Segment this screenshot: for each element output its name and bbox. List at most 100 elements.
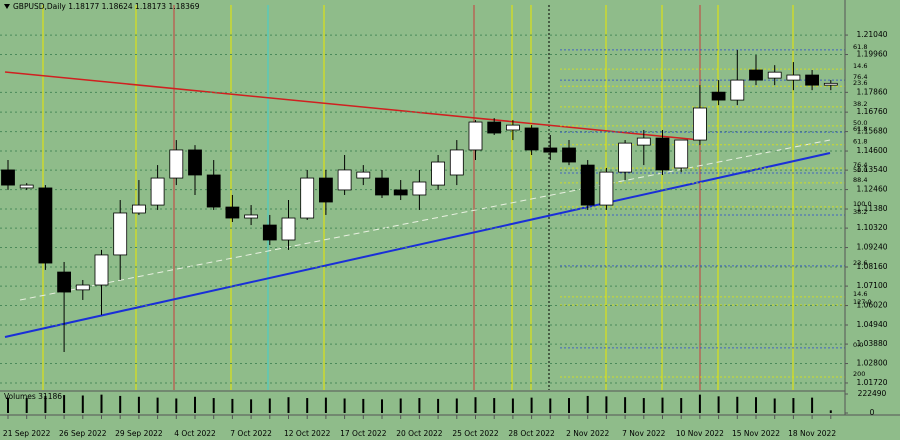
x-tick-label: 4 Oct 2022 (174, 429, 216, 438)
x-tick-label: 17 Oct 2022 (340, 429, 387, 438)
candle-body (244, 214, 259, 219)
candle-body (562, 147, 576, 163)
candle-body (693, 107, 707, 141)
candle-body (225, 206, 240, 219)
candle-body (1, 169, 15, 186)
candle-body (468, 121, 483, 151)
candle-body (113, 212, 128, 256)
x-tick-label: 7 Nov 2022 (622, 429, 665, 438)
y-tick-label: 1.06020 (856, 301, 887, 310)
x-tick-label: 7 Oct 2022 (230, 429, 272, 438)
candle-body (262, 224, 277, 241)
y-tick-label: 1.07100 (856, 281, 887, 290)
x-tick-label: 21 Sep 2022 (3, 429, 51, 438)
y-tick-label: 1.08160 (856, 262, 887, 271)
y-tick-label: 1.15680 (856, 127, 887, 136)
candle-body (543, 147, 558, 153)
x-tick-label: 12 Oct 2022 (284, 429, 331, 438)
candle-body (19, 184, 34, 189)
x-tick-label: 25 Oct 2022 (452, 429, 499, 438)
candle-body (805, 74, 819, 86)
volume-title: Volumes 31186 (4, 392, 62, 401)
candle-body (636, 137, 651, 146)
level-label: 127.0 (853, 298, 872, 306)
level-label: 14.6 (853, 290, 867, 298)
candle-body (281, 217, 296, 241)
y-tick-label: 1.09240 (856, 243, 887, 252)
y-tick-label: 1.12460 (856, 185, 887, 194)
x-tick-label: 26 Sep 2022 (59, 429, 107, 438)
level-label: 23.6 (853, 259, 867, 267)
candle-body (38, 187, 53, 264)
x-tick-label: 28 Oct 2022 (508, 429, 555, 438)
x-tick-label: 15 Nov 2022 (732, 429, 780, 438)
level-label: 76.4 (853, 73, 867, 81)
candle-body (94, 254, 109, 286)
y-tick-label: 1.11380 (856, 204, 887, 213)
candle-body (318, 177, 333, 203)
trend-lines (4, 71, 831, 338)
x-tick-label: 18 Nov 2022 (788, 429, 836, 438)
level-label: 61.8 (853, 138, 867, 146)
candle-body (75, 284, 90, 291)
candle-body (487, 121, 502, 134)
candle-body (711, 91, 726, 101)
candle-body (393, 189, 408, 196)
candle-body (449, 149, 464, 176)
candles (1, 50, 838, 413)
y-tick-label: 1.16760 (856, 107, 887, 116)
volume-tick-label: 222490 (858, 389, 887, 398)
axes: 1.21040 1.19960 1.17860 1.16760 1.15680 1.146… (3, 30, 888, 438)
level-label: 14.6 (853, 62, 867, 70)
y-tick-label: 1.04940 (856, 320, 887, 329)
candle-body (131, 204, 146, 214)
candle-body (337, 169, 352, 191)
level-label: 38.2 (853, 100, 867, 108)
candle-body (786, 74, 801, 81)
candle-body (505, 124, 520, 131)
candle-body (618, 142, 632, 173)
y-tick-label: 1.03880 (856, 339, 887, 348)
level-label: 0.0 (853, 341, 863, 349)
level-label: 23.6 (853, 79, 867, 87)
candle-body (375, 177, 389, 196)
candle-body (206, 174, 221, 208)
x-tick-label: 10 Nov 2022 (676, 429, 724, 438)
header-icon (4, 4, 10, 9)
y-tick-label: 1.19960 (856, 50, 887, 59)
candle-body (730, 79, 745, 101)
level-label: 200 (853, 370, 865, 378)
candle-body (674, 139, 689, 169)
candle-body (150, 177, 165, 206)
y-tick-label: 1.14600 (856, 146, 887, 155)
level-label: 61.8 (853, 125, 867, 133)
y-tick-label: 1.02800 (856, 359, 887, 368)
x-tick-label: 2 Nov 2022 (566, 429, 609, 438)
candle-body (655, 137, 670, 171)
level-label: 88.4 (853, 176, 867, 184)
y-tick-label: 1.01720 (856, 378, 887, 387)
level-label: 100.0 (853, 200, 872, 208)
candle-body (749, 69, 763, 81)
candle-body (57, 271, 71, 293)
candle-body (580, 164, 595, 206)
level-label: 76.4 (853, 161, 867, 169)
candle-body (412, 181, 427, 196)
level-label: 61.8 (853, 43, 867, 51)
candle-body (300, 177, 315, 219)
volume-tick-label: 0 (870, 408, 875, 417)
x-tick-label: 29 Sep 2022 (115, 429, 163, 438)
level-label: 38.2 (853, 208, 867, 216)
candle-body (524, 127, 539, 151)
candle-body (431, 161, 446, 186)
chart-title: GBPUSD,Daily 1.18177 1.18624 1.18173 1.1… (13, 2, 200, 11)
y-tick-label: 1.17860 (856, 87, 887, 96)
y-tick-label: 1.10320 (856, 223, 887, 232)
candle-body (599, 171, 614, 206)
candle-body (767, 71, 782, 79)
level-label: 50.0 (853, 119, 867, 127)
candle-body (823, 82, 838, 86)
y-tick-label: 1.21040 (856, 30, 887, 39)
